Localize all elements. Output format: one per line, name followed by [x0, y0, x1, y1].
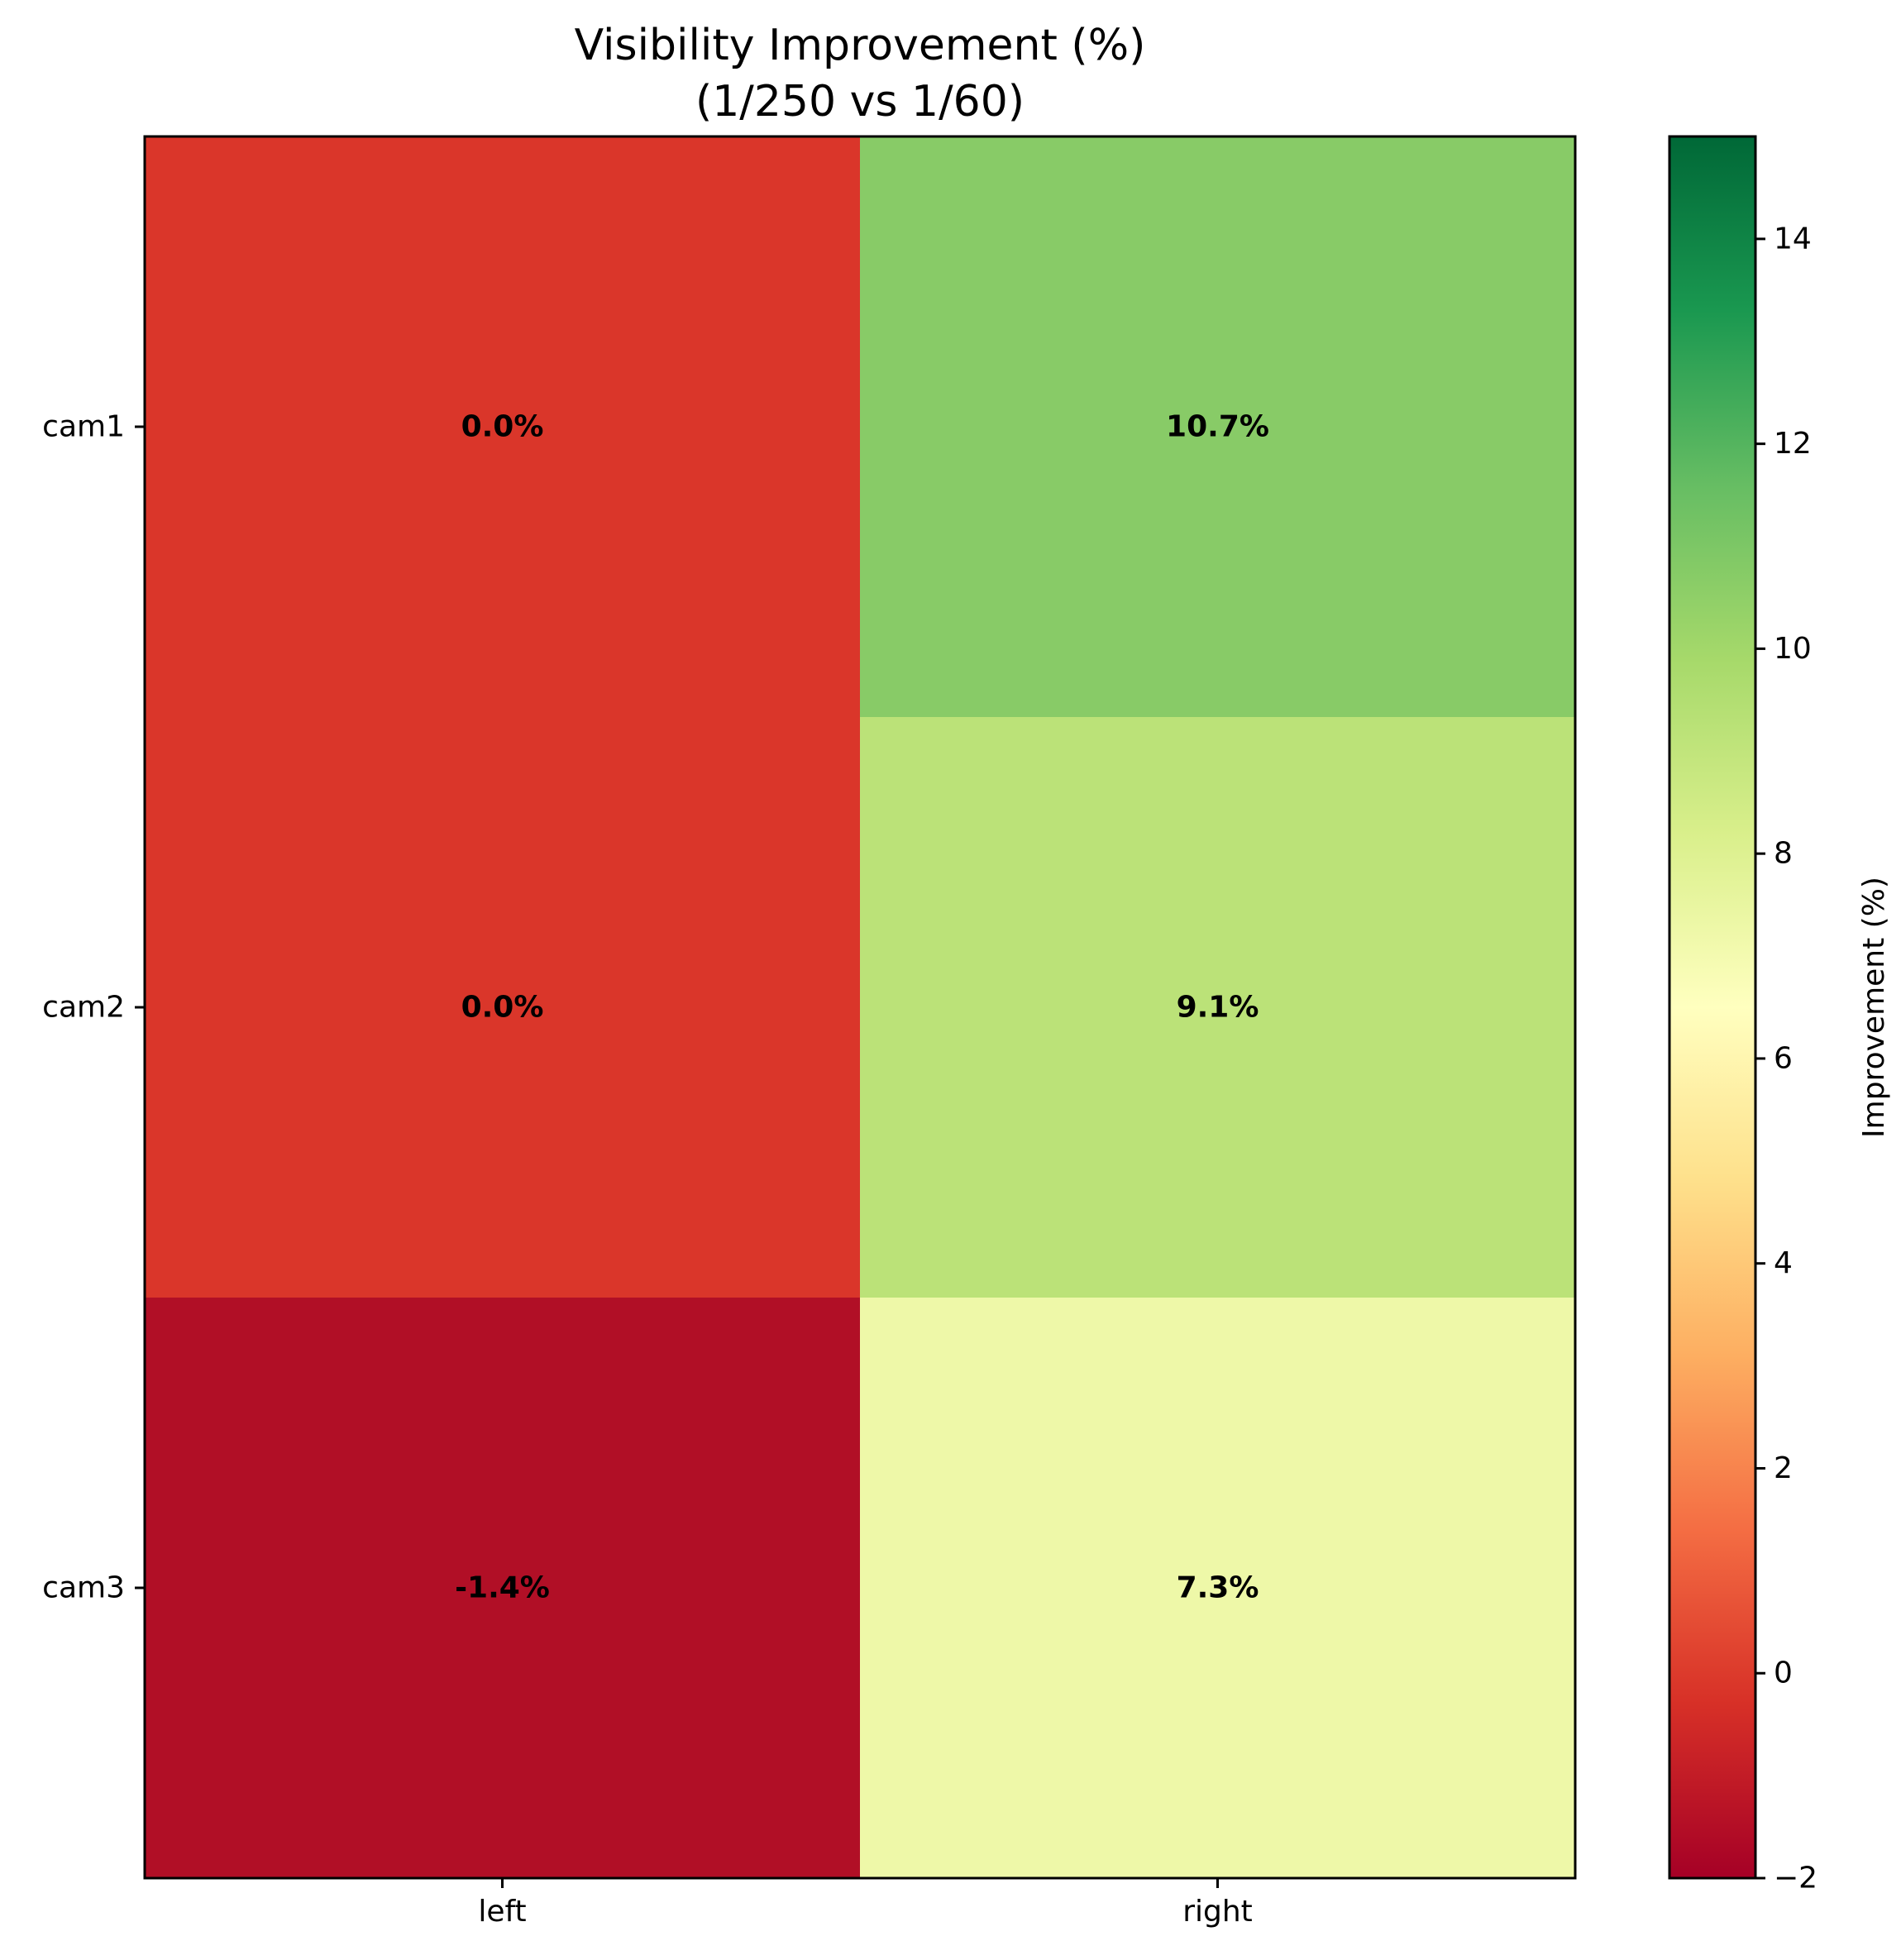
x-axis-ticks: left right: [478, 1878, 1253, 1929]
colorbar-tick-label: 8: [1774, 837, 1793, 871]
chart-title: Visibility Improvement (%): [575, 21, 1146, 70]
y-tick-label: cam3: [42, 1571, 125, 1605]
colorbar-tick-label: −2: [1774, 1862, 1817, 1895]
colorbar-tick-label: 4: [1774, 1246, 1793, 1280]
cell-value-label: 7.3%: [1177, 1571, 1259, 1605]
cell-value-label: -1.4%: [455, 1571, 550, 1605]
cell-value-label: 10.7%: [1166, 410, 1269, 444]
cell-value-label: 9.1%: [1177, 991, 1259, 1025]
chart-subtitle: (1/250 vs 1/60): [695, 77, 1025, 127]
heatmap-cell-cam3-right: [860, 1298, 1576, 1879]
colorbar-label: Improvement (%): [1857, 877, 1891, 1138]
y-axis-ticks: cam1 cam2 cam3: [42, 410, 145, 1605]
y-tick-label: cam1: [42, 410, 125, 444]
heatmap-cells: [145, 136, 1576, 1879]
heatmap-cell-labels: 0.0% 10.7% 0.0% 9.1% -1.4% 7.3%: [455, 410, 1269, 1605]
heatmap-cell-cam2-right: [860, 717, 1576, 1298]
x-tick-label: left: [478, 1895, 526, 1929]
x-tick-label: right: [1182, 1895, 1253, 1929]
y-tick-label: cam2: [42, 991, 125, 1025]
colorbar-tick-label: 14: [1774, 222, 1812, 256]
colorbar-tick-label: 10: [1774, 632, 1812, 666]
colorbar-tick-label: 12: [1774, 427, 1812, 461]
colorbar-tick-label: 0: [1774, 1656, 1793, 1690]
cell-value-label: 0.0%: [461, 991, 544, 1025]
colorbar-tick-label: 2: [1774, 1451, 1793, 1485]
colorbar-tick-label: 6: [1774, 1041, 1793, 1075]
heatmap-cell-cam3-left: [145, 1298, 861, 1879]
heatmap-cell-cam2-left: [145, 717, 861, 1298]
heatmap-cell-cam1-left: [145, 136, 861, 718]
colorbar: [1668, 135, 1757, 1880]
heatmap-cell-cam1-right: [860, 136, 1576, 718]
colorbar-ticks: 14 12 10 8 6 4 2 0 −2: [1755, 222, 1817, 1895]
cell-value-label: 0.0%: [461, 410, 544, 444]
